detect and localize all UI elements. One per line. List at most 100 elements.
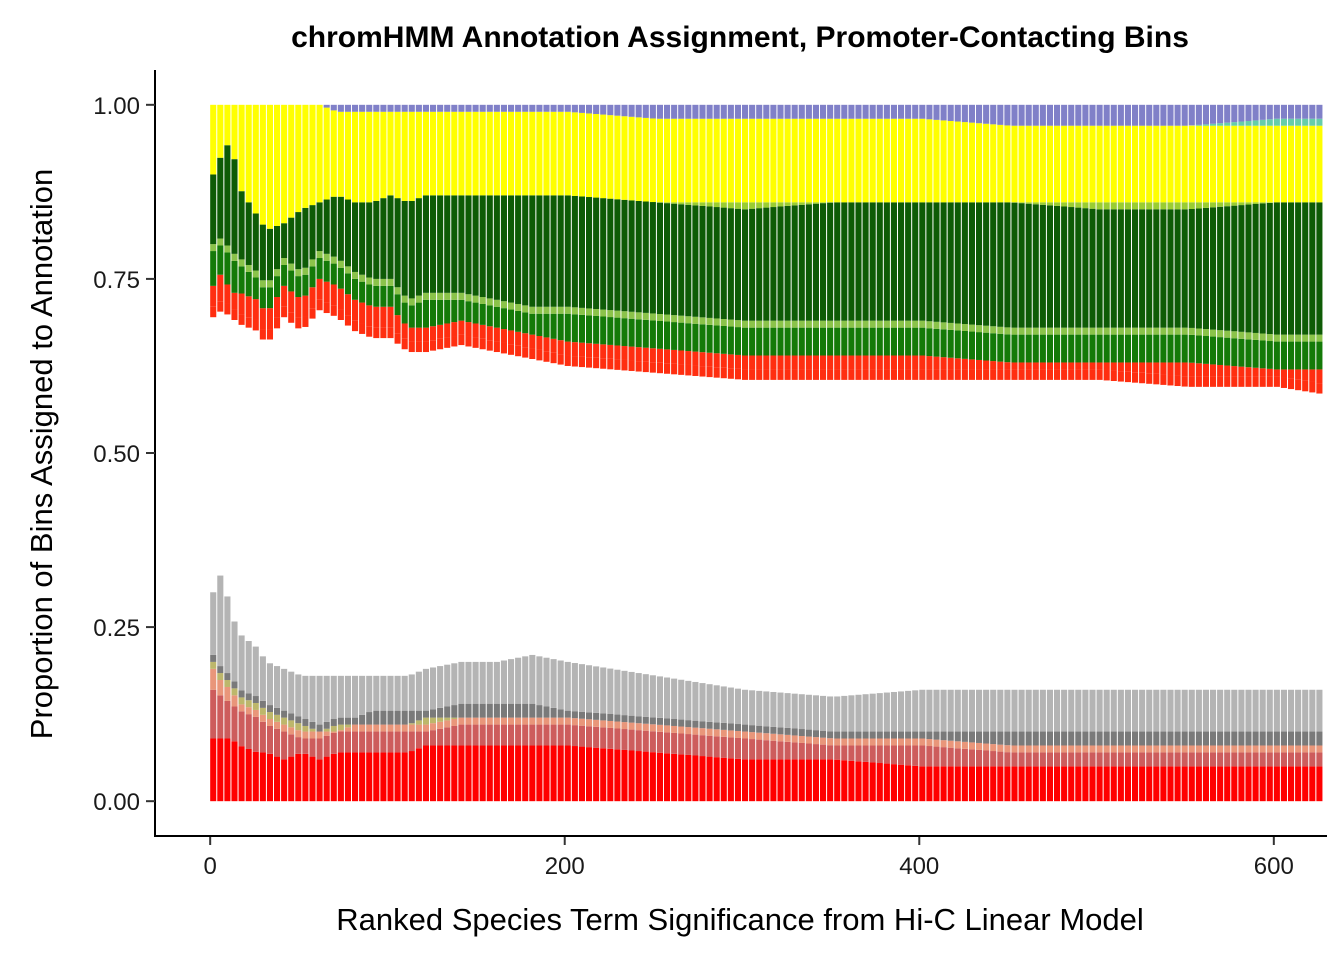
bar-segment-lower-1 [990,751,997,767]
bar-segment-upper-3 [976,202,983,326]
bar-segment-lower-4 [940,731,947,741]
bar-segment-upper-5 [302,104,309,208]
bar-segment-upper-3 [1117,209,1124,328]
bar-segment-lower-2 [394,724,401,732]
bar-segment-upper-1 [1153,334,1160,363]
bar-segment-lower-0 [437,745,444,802]
bar-segment-lower-4 [536,705,543,718]
bar-segment-upper-1 [713,325,720,354]
bar-segment-lower-5 [451,663,458,706]
bar-segment-upper-7 [940,104,947,121]
bar-segment-lower-0 [834,759,841,802]
bar-segment-lower-1 [1018,752,1025,767]
bar-segment-upper-0 [827,355,834,370]
bar-segment-upper-2 [1210,329,1217,337]
bar-segment-upper-0 [820,355,827,370]
bar-segment-upper-0 [366,305,373,327]
bar-segment-upper-1 [1124,334,1131,363]
bar-segment-upper-4 [734,202,741,209]
bar-segment-upper-6 [1210,123,1217,126]
bar-segment-upper-7 [1181,104,1188,126]
bar-segment-upper-5 [316,104,323,203]
bar-segment-lower-2 [656,724,663,732]
bar-segment-upper-4 [1195,202,1202,209]
bar-segment-lower-5 [1245,689,1252,732]
bar-segment-lower-4 [812,730,819,738]
y-ticks: 0.000.250.500.751.00 [93,93,155,816]
bar-segment-lower-2 [926,739,933,747]
bar-segment-upper-1 [330,263,337,285]
bar-segment-upper-3 [1124,209,1131,328]
bar-segment-lower-4 [1302,731,1309,746]
bar-segment-upper-3 [763,207,770,321]
bar-segment-upper-3 [259,224,266,281]
bar-segment-upper-4 [1082,202,1089,209]
bar-segment-lower-2 [742,731,749,739]
bar-segment-upper-7 [883,104,890,119]
bar-segment-upper-2 [1280,334,1287,342]
bar-segment-lower-4 [933,731,940,740]
bar-segment-upper-5 [330,110,337,197]
bar-segment-lower-3 [430,717,437,724]
bar-segment-lower-1 [479,724,486,746]
bar-segment-lower-5 [983,689,990,732]
bar-segment-upper-0 [1160,362,1167,375]
bar-segment-lower-2 [692,727,699,735]
bar-segment-upper-2 [444,292,451,300]
bar-segment-upper-base [1068,369,1075,380]
bar-segment-upper-1 [288,270,295,292]
bar-segment-lower-5 [997,689,1004,732]
bar-segment-upper-7 [1266,104,1273,120]
bar-segment-lower-0 [635,751,642,802]
bar-segment-lower-2 [841,738,848,746]
bar-segment-upper-3 [472,195,479,296]
bar-segment-lower-5 [898,691,905,732]
bar-segment-lower-0 [848,760,855,802]
bar-segment-upper-5 [1295,125,1302,203]
bar-segment-lower-0 [486,745,493,802]
bar-segment-upper-1 [1103,334,1110,363]
bar-segment-lower-4 [976,731,983,743]
bar-segment-upper-7 [508,104,515,112]
bar-segment-upper-0 [1280,369,1287,378]
bar-segment-upper-1 [855,327,862,356]
bar-segment-lower-5 [1195,689,1202,732]
bar-segment-upper-2 [1224,330,1231,338]
bar-segment-upper-0 [1039,362,1046,370]
bar-segment-lower-3 [288,720,295,728]
bar-segment-upper-0 [522,333,529,348]
bar-segment-lower-2 [961,741,968,749]
bar-segment-upper-4 [1110,202,1117,210]
bar-segment-upper-base [1103,369,1110,381]
bar-segment-lower-4 [288,713,295,721]
bar-segment-lower-0 [983,766,990,802]
bar-segment-lower-5 [628,671,635,716]
bar-segment-upper-3 [252,213,259,271]
bar-segment-lower-1 [401,731,408,753]
bar-segment-upper-5 [1181,125,1188,203]
bar-segment-upper-2 [472,295,479,303]
bar-segment-lower-4 [1110,731,1117,746]
bar-segment-upper-5 [536,111,543,196]
bar-segment-lower-5 [394,675,401,711]
bar-segment-upper-3 [1266,202,1273,335]
bar-segment-upper-3 [1167,209,1174,328]
bar-segment-lower-1 [876,745,883,764]
bar-segment-upper-base [1217,376,1224,387]
bar-segment-upper-4 [756,202,763,209]
bar-segment-lower-4 [919,731,926,739]
bar-segment-upper-0 [905,355,912,370]
bar-segment-upper-5 [564,111,571,196]
bar-segment-lower-5 [912,690,919,732]
bar-segment-lower-3 [451,717,458,720]
bar-segment-lower-5 [1018,689,1025,732]
bar-segment-upper-3 [600,198,607,310]
bar-segment-lower-5 [678,679,685,720]
bar-segment-upper-1 [642,319,649,348]
bar-segment-upper-7 [763,104,770,119]
bar-segment-lower-2 [1039,745,1046,753]
bar-segment-lower-0 [1039,766,1046,802]
bar-segment-upper-base [408,341,415,353]
bar-segment-upper-7 [607,104,614,116]
bar-segment-upper-3 [1181,209,1188,328]
